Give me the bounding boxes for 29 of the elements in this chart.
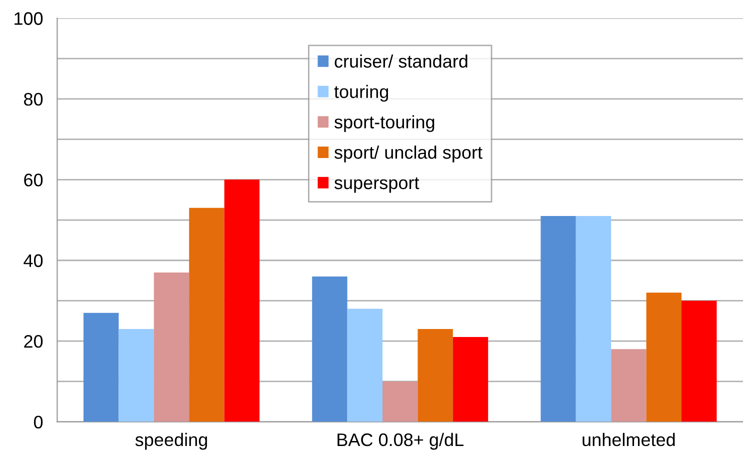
legend-label: touring [334, 84, 388, 102]
legend-label: cruiser/ standard [334, 54, 468, 68]
bar [312, 276, 348, 422]
bar [224, 180, 260, 422]
x-tick-label: speeding [135, 432, 207, 450]
x-tick-label: BAC 0.08+ g/dL [338, 432, 464, 450]
y-tick-label: 40 [24, 254, 43, 268]
bar [189, 208, 224, 422]
y-tick-label: 60 [24, 174, 43, 186]
bar [611, 349, 646, 422]
y-tick-label: 100 [14, 12, 43, 25]
bar [418, 328, 453, 422]
bar [84, 312, 119, 422]
x-tick-label: unhelmeted [582, 432, 675, 446]
bar [576, 216, 612, 422]
bar [118, 328, 154, 422]
y-tick-label: 0 [34, 416, 43, 429]
y-tick-label: 80 [24, 92, 43, 106]
bar [682, 300, 717, 422]
bar [452, 337, 488, 422]
bar [154, 272, 190, 422]
y-tick-label: 20 [24, 335, 43, 348]
bar [347, 308, 383, 422]
legend-label: sport-touring [334, 115, 434, 132]
bar [540, 216, 576, 422]
bar [646, 292, 682, 422]
legend-label: supersport [334, 177, 420, 193]
legend-label: sport/ unclad sport [334, 146, 482, 162]
bar [382, 381, 418, 422]
